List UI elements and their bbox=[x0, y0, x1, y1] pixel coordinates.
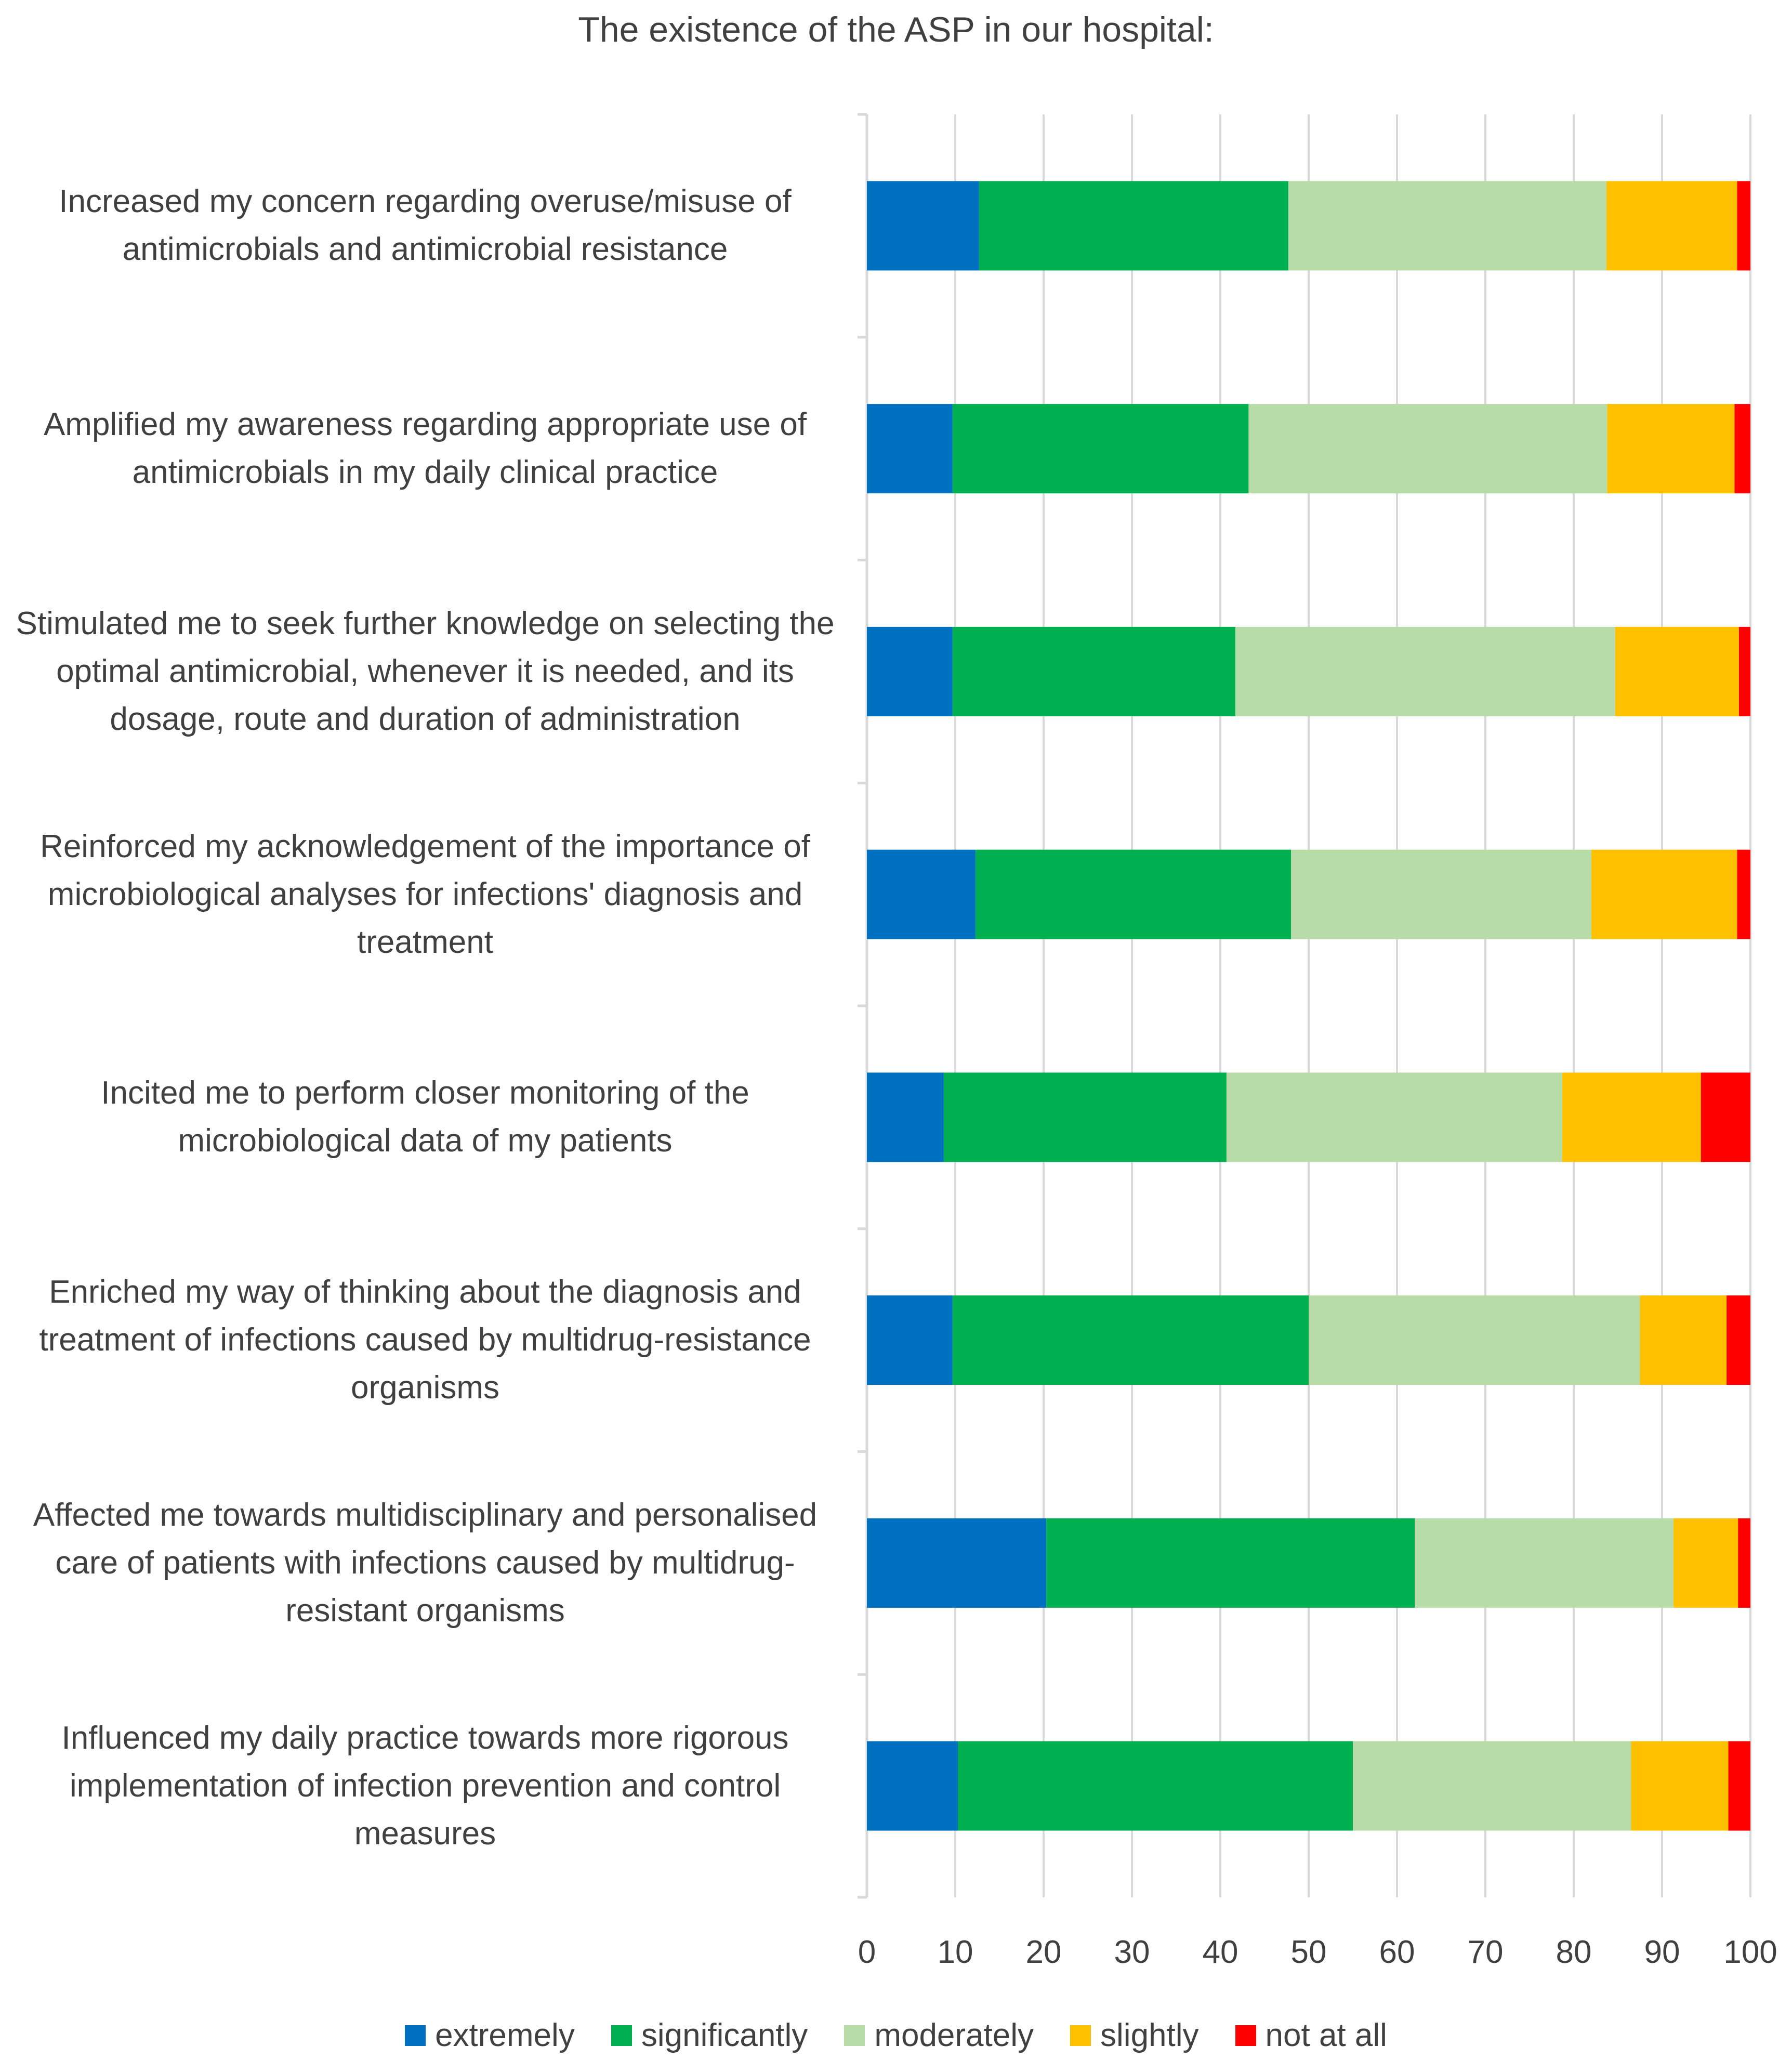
category-label-line: Amplified my awareness regarding appropr… bbox=[43, 406, 807, 443]
legend-swatch bbox=[1070, 2025, 1091, 2046]
legend-label: moderately bbox=[874, 2017, 1034, 2053]
bar-slightly-4 bbox=[1591, 849, 1737, 939]
bar-moderately-6 bbox=[1309, 1295, 1640, 1385]
bar-moderately-8 bbox=[1353, 1741, 1631, 1831]
legend-item-moderately: moderately bbox=[844, 2017, 1034, 2054]
category-label-line: Affected me towards multidisciplinary an… bbox=[33, 1497, 818, 1533]
x-tick-label: 100 bbox=[1723, 1934, 1777, 1970]
bar-moderately-1 bbox=[1288, 181, 1606, 271]
bar-extremely-6 bbox=[867, 1295, 953, 1385]
category-label-line: Reinforced my acknowledgement of the imp… bbox=[40, 828, 810, 864]
bar-extremely-1 bbox=[867, 181, 979, 271]
bar-moderately-5 bbox=[1226, 1072, 1562, 1162]
bar-extremely-2 bbox=[867, 404, 953, 494]
category-label-line: Influenced my daily practice towards mor… bbox=[61, 1720, 789, 1756]
legend-label: significantly bbox=[641, 2017, 808, 2053]
category-label-line: dosage, route and duration of administra… bbox=[110, 701, 741, 737]
legend: extremely significantly moderately slightly… bbox=[0, 2017, 1792, 2054]
bar-extremely-8 bbox=[867, 1741, 958, 1831]
legend-item-significantly: significantly bbox=[611, 2017, 808, 2054]
x-tick-label: 70 bbox=[1467, 1934, 1504, 1970]
bar-significantly-5 bbox=[943, 1072, 1227, 1162]
category-label-1: Increased my concern regarding overuse/m… bbox=[15, 178, 836, 273]
category-label-8: Influenced my daily practice towards mor… bbox=[15, 1714, 836, 1858]
category-label-line: implementation of infection prevention a… bbox=[69, 1767, 781, 1804]
bar-moderately-3 bbox=[1235, 626, 1615, 716]
legend-item-extremely: extremely bbox=[405, 2017, 575, 2054]
category-label-line: Enriched my way of thinking about the di… bbox=[49, 1274, 801, 1310]
x-tick-label: 20 bbox=[1025, 1934, 1062, 1970]
bar-extremely-3 bbox=[867, 626, 953, 716]
bar-slightly-5 bbox=[1562, 1072, 1701, 1162]
x-tick-label: 60 bbox=[1379, 1934, 1415, 1970]
x-tick-label: 30 bbox=[1114, 1934, 1150, 1970]
legend-swatch bbox=[844, 2025, 865, 2046]
bar-moderately-2 bbox=[1248, 404, 1607, 494]
bar-slightly-3 bbox=[1615, 626, 1739, 716]
category-label-2: Amplified my awareness regarding appropr… bbox=[15, 401, 836, 496]
category-label-line: Incited me to perform closer monitoring … bbox=[101, 1075, 749, 1111]
category-label-line: treatment bbox=[357, 924, 493, 960]
category-label-line: antimicrobials in my daily clinical prac… bbox=[132, 454, 718, 491]
category-label-line: microbiological data of my patients bbox=[178, 1123, 673, 1159]
category-label-6: Enriched my way of thinking about the di… bbox=[15, 1268, 836, 1412]
legend-swatch bbox=[405, 2025, 426, 2046]
legend-swatch bbox=[611, 2025, 632, 2046]
category-label-4: Reinforced my acknowledgement of the imp… bbox=[15, 823, 836, 966]
bar-extremely-4 bbox=[867, 849, 976, 939]
bar-slightly-7 bbox=[1674, 1518, 1738, 1608]
x-tick-label: 40 bbox=[1202, 1934, 1238, 1970]
x-tick-label: 0 bbox=[858, 1934, 876, 1970]
legend-label: slightly bbox=[1100, 2017, 1199, 2053]
category-label-line: measures bbox=[354, 1815, 496, 1852]
category-label-7: Affected me towards multidisciplinary an… bbox=[15, 1491, 836, 1635]
legend-swatch bbox=[1235, 2025, 1256, 2046]
x-tick-label: 80 bbox=[1556, 1934, 1592, 1970]
category-label-3: Stimulated me to seek further knowledge … bbox=[15, 600, 836, 743]
x-tick-label: 50 bbox=[1290, 1934, 1327, 1970]
bar-not-at-all-6 bbox=[1727, 1295, 1750, 1385]
bar-significantly-8 bbox=[958, 1741, 1353, 1831]
x-tick-label: 10 bbox=[937, 1934, 973, 1970]
bar-extremely-7 bbox=[867, 1518, 1047, 1608]
bar-moderately-4 bbox=[1291, 849, 1591, 939]
bar-significantly-7 bbox=[1046, 1518, 1415, 1608]
bar-significantly-3 bbox=[952, 626, 1235, 716]
x-tick-label: 90 bbox=[1644, 1934, 1680, 1970]
legend-label: extremely bbox=[435, 2017, 575, 2053]
category-label-line: organisms bbox=[351, 1370, 499, 1406]
bar-slightly-6 bbox=[1640, 1295, 1727, 1385]
bar-not-at-all-5 bbox=[1701, 1072, 1750, 1162]
bar-slightly-2 bbox=[1607, 404, 1735, 494]
category-label-line: antimicrobials and antimicrobial resista… bbox=[122, 231, 728, 268]
category-label-line: Stimulated me to seek further knowledge … bbox=[16, 605, 835, 641]
bar-moderately-7 bbox=[1415, 1518, 1674, 1608]
category-label-line: care of patients with infections caused … bbox=[55, 1544, 795, 1581]
category-label-5: Incited me to perform closer monitoring … bbox=[15, 1069, 836, 1165]
bar-slightly-1 bbox=[1606, 181, 1737, 271]
legend-item-not-at-all: not at all bbox=[1235, 2017, 1387, 2054]
category-label-line: treatment of infections caused by multid… bbox=[39, 1322, 811, 1358]
bar-not-at-all-4 bbox=[1737, 849, 1750, 939]
bar-not-at-all-1 bbox=[1737, 181, 1750, 271]
category-label-line: microbiological analyses for infections'… bbox=[47, 876, 803, 912]
bar-slightly-8 bbox=[1631, 1741, 1729, 1831]
category-label-line: resistant organisms bbox=[285, 1592, 565, 1629]
category-label-line: Increased my concern regarding overuse/m… bbox=[59, 183, 792, 220]
bar-not-at-all-3 bbox=[1738, 626, 1750, 716]
bar-not-at-all-2 bbox=[1734, 404, 1750, 494]
bar-extremely-5 bbox=[867, 1072, 944, 1162]
bar-significantly-4 bbox=[976, 849, 1291, 939]
legend-label: not at all bbox=[1265, 2017, 1387, 2053]
category-label-line: optimal antimicrobial, whenever it is ne… bbox=[56, 653, 794, 689]
bar-significantly-1 bbox=[979, 181, 1288, 271]
bar-significantly-6 bbox=[952, 1295, 1309, 1385]
bar-not-at-all-8 bbox=[1728, 1741, 1750, 1831]
bar-significantly-2 bbox=[952, 404, 1249, 494]
legend-item-slightly: slightly bbox=[1070, 2017, 1199, 2054]
chart-title: The existence of the ASP in our hospital… bbox=[578, 10, 1214, 49]
bar-not-at-all-7 bbox=[1738, 1518, 1750, 1608]
